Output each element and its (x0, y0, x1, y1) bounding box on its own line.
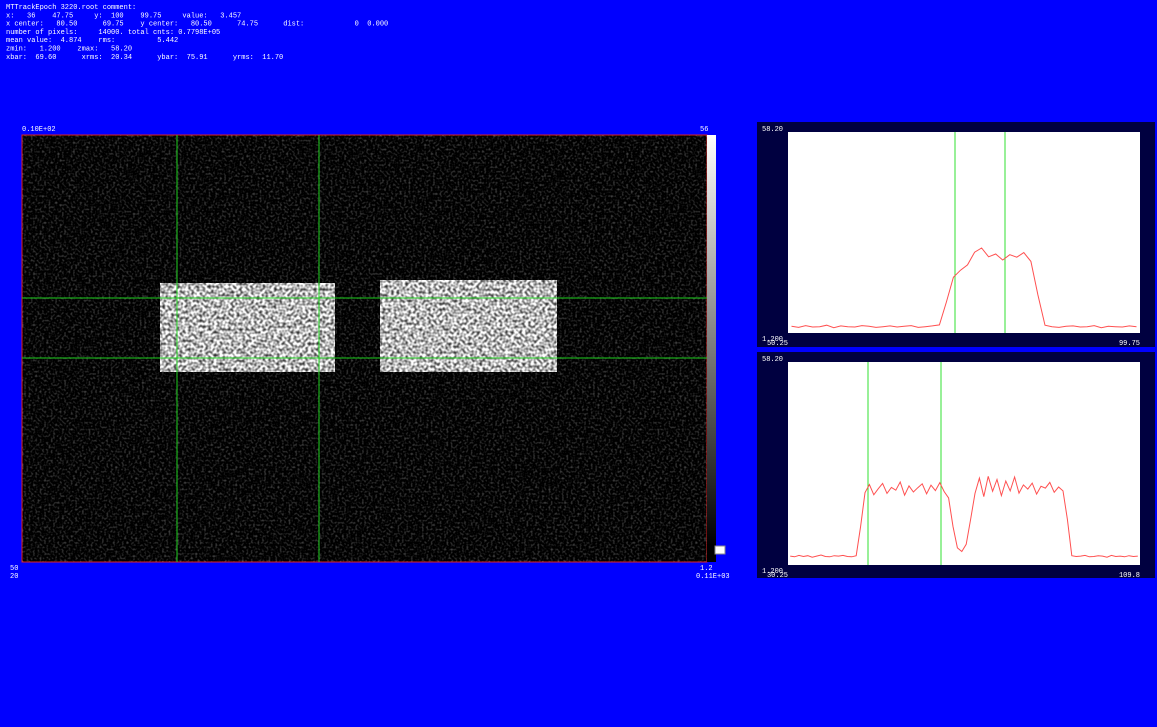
profile-plot (788, 132, 1140, 333)
x-tick-label: 99.75 (1119, 340, 1140, 348)
header-line: MTTrackEpoch 3220.root comment: (6, 4, 136, 12)
header-line: x: 36 47.75 y: 100 99.75 value: 3.457 (6, 12, 241, 20)
bright-region-noise (160, 283, 335, 372)
header-line: mean value: 4.874 rms: 5.442 (6, 37, 178, 45)
header-line: number of pixels: 14000. total cnts: 0.7… (6, 29, 220, 37)
image-label: 0.11E+03 (696, 573, 730, 581)
x-tick-label: 109.8 (1119, 572, 1140, 580)
viewer: MTTrackEpoch 3220.root comment:x: 36 47.… (0, 0, 1157, 722)
colorbar-min: 1.2 (700, 565, 713, 573)
page: MTTrackEpoch 3220.root comment:x: 36 47.… (0, 0, 1157, 722)
header-line: xbar: 69.60 xrms: 20.34 ybar: 75.91 yrms… (6, 54, 283, 62)
y-tick-label: 58.20 (762, 356, 783, 364)
image-label: 0.10E+02 (22, 126, 56, 134)
header-line: zmin: 1.200 zmax: 58.20 (6, 46, 132, 54)
header-line: x center: 80.50 69.75 y center: 80.50 74… (6, 21, 388, 29)
image-noise (22, 135, 707, 562)
image-label: 50 (10, 565, 18, 573)
header: MTTrackEpoch 3220.root comment:x: 36 47.… (6, 4, 388, 62)
colorbar-marker (715, 546, 725, 554)
colorbar-max: 56 (700, 126, 708, 134)
x-tick-label: 30.25 (767, 572, 788, 580)
colorbar (707, 135, 716, 545)
x-tick-label: 50.25 (767, 340, 788, 348)
image-label: 20 (10, 573, 18, 581)
profile-plot (788, 362, 1140, 565)
y-tick-label: 58.20 (762, 126, 783, 134)
